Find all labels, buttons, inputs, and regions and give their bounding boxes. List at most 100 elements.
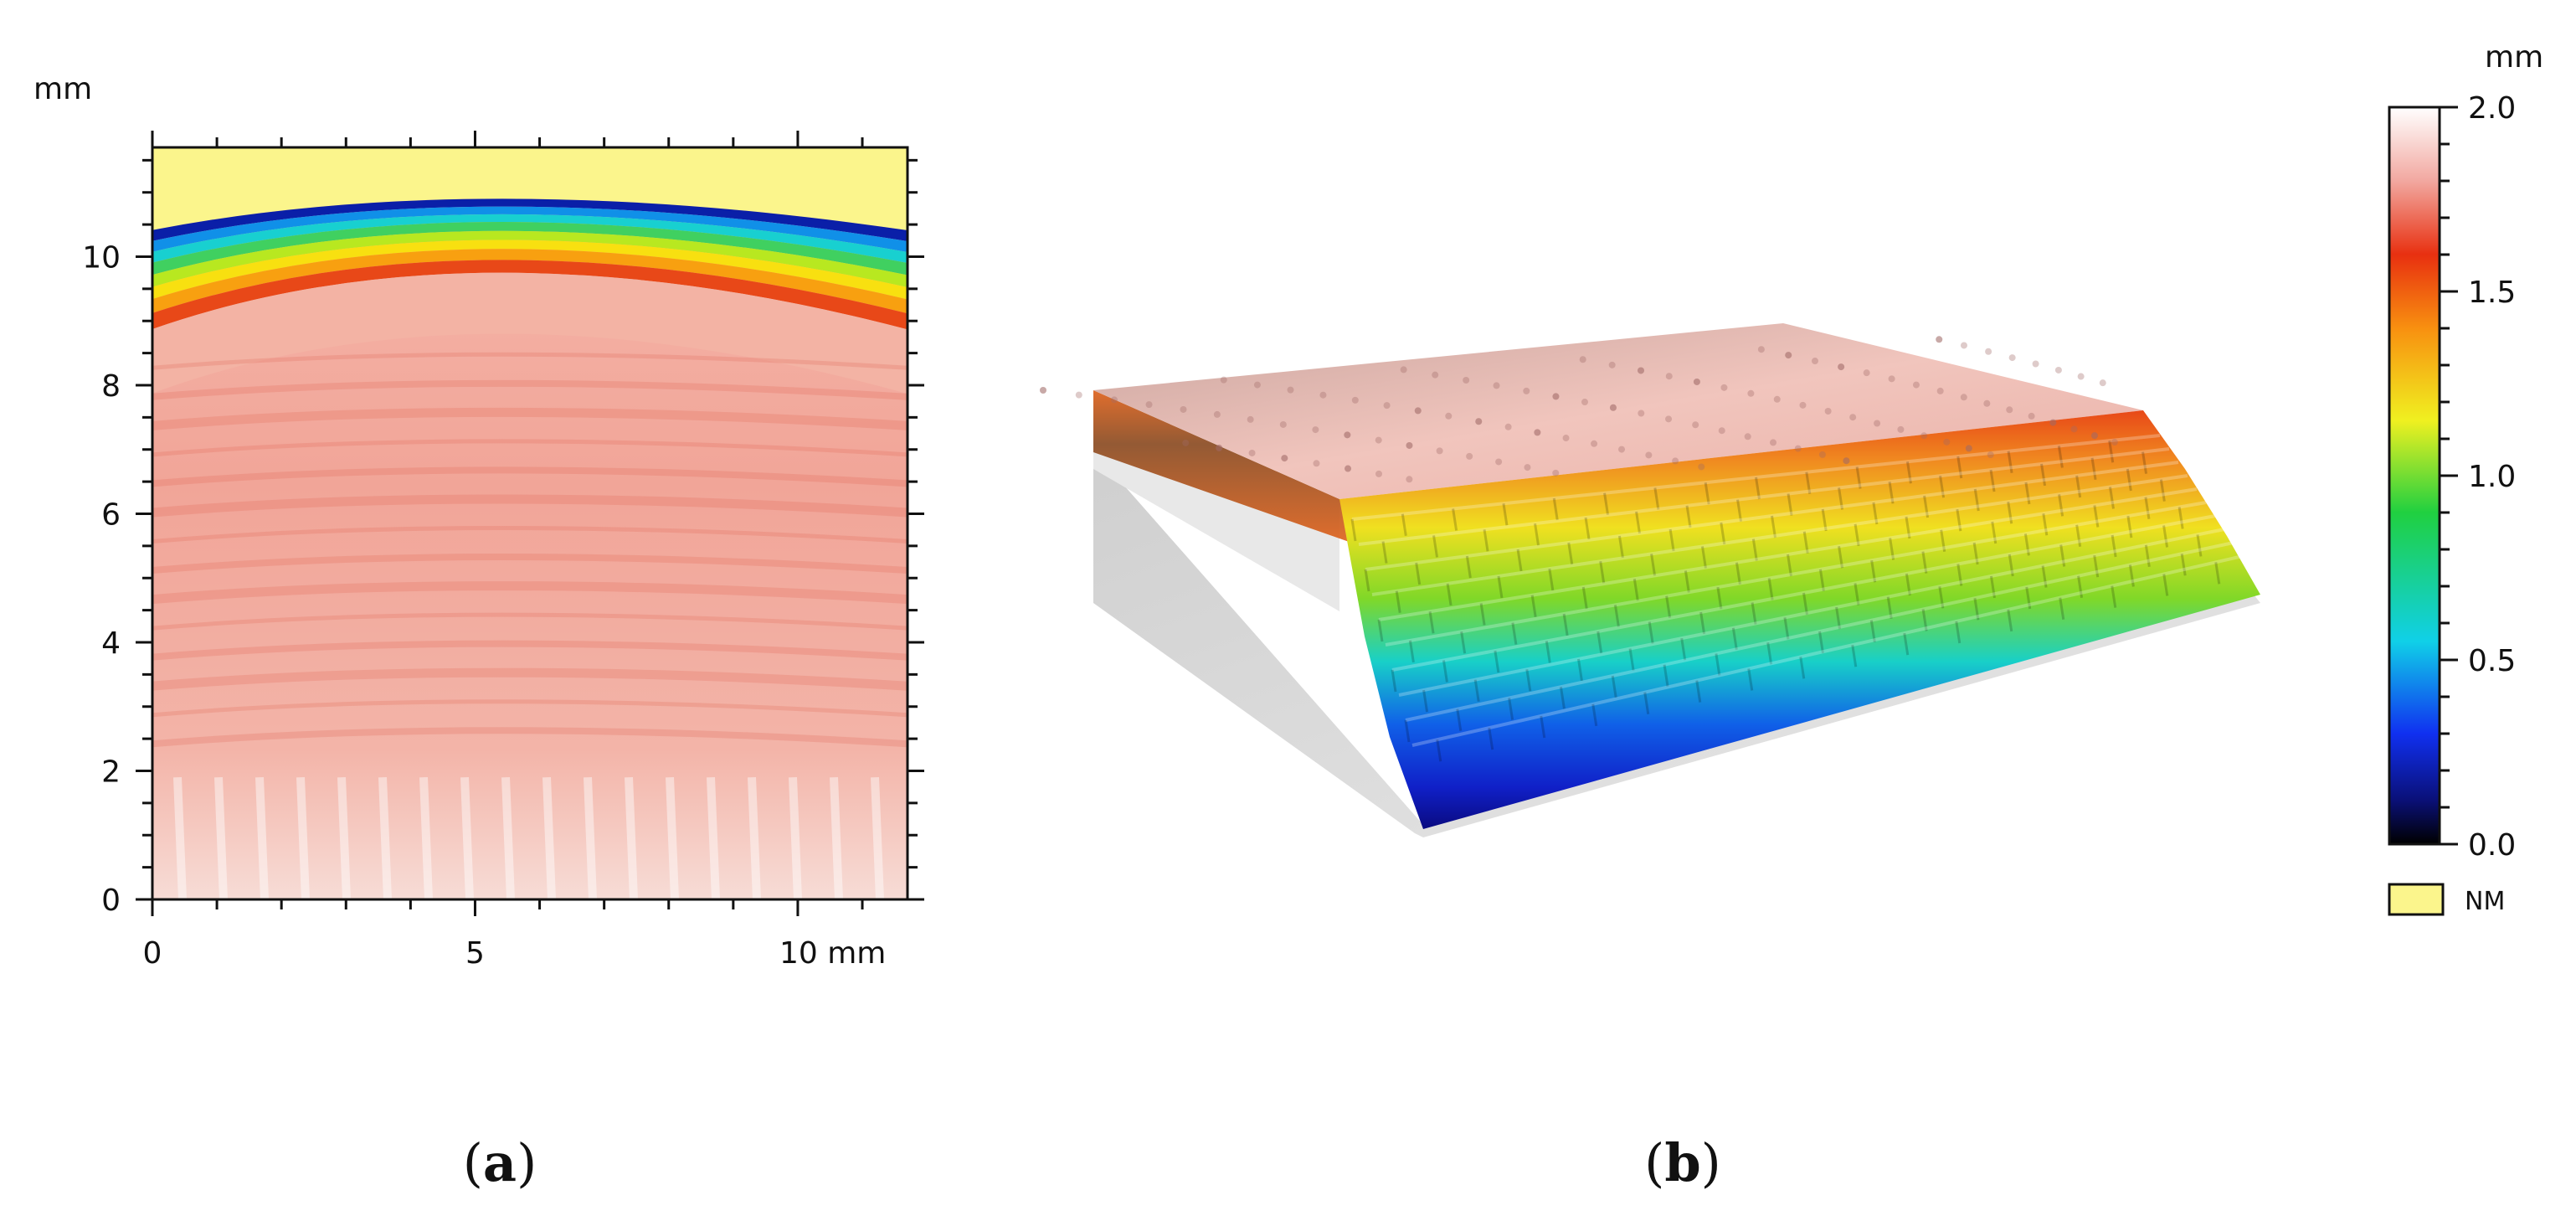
slope-crack [1838, 546, 1844, 569]
x-tick-label: 5 [465, 936, 485, 971]
top-speckle [1888, 375, 1895, 383]
slope-crack [2214, 562, 2221, 585]
slope-crack [2196, 534, 2203, 557]
heatmap-streak [173, 776, 187, 899]
heatmap-bands [152, 147, 908, 394]
slope-crack [1635, 511, 1642, 534]
slope-crack [1684, 570, 1690, 593]
slope-crack [1921, 609, 1928, 631]
slope-crack [2093, 554, 2100, 578]
top-speckle [1552, 393, 1560, 400]
slope-crack [1940, 529, 1946, 552]
slope-crack [1751, 538, 1758, 561]
heatmap-band [152, 206, 908, 253]
slope-crack [1391, 669, 1397, 693]
slope-ridge [1391, 514, 2216, 672]
top-speckle [1693, 378, 1700, 385]
heatmap-streak [378, 776, 392, 899]
slope-ridge [1365, 461, 2179, 571]
slope-crack [1436, 739, 1442, 762]
heatmap-striation [152, 727, 908, 748]
top-speckle [2006, 406, 2013, 414]
slope-crack [1599, 561, 1606, 584]
top-speckle [2008, 354, 2016, 362]
slope-crack [1663, 664, 1669, 687]
top-speckle [1375, 436, 1382, 444]
slope-crack [1381, 541, 1388, 564]
slope-ridge [1351, 434, 2161, 521]
top-speckle [1075, 391, 1082, 399]
slope-crack [1805, 471, 1812, 494]
top-speckle [1180, 405, 1187, 413]
heatmap-plot [152, 147, 908, 899]
slope-crack [1699, 611, 1706, 635]
slope-crack [2059, 544, 2066, 567]
slope-crack [1799, 657, 1806, 679]
top-speckle [1965, 445, 1972, 452]
slope-crack [1473, 679, 1480, 702]
surface-side-wall [1093, 451, 2260, 837]
top-speckle [1534, 429, 1541, 436]
slope-crack [1404, 719, 1411, 743]
top-speckle [1040, 387, 1046, 394]
slope-crack [1955, 621, 1962, 644]
slope-ridge [1398, 528, 2225, 697]
slope-crack [2057, 446, 2064, 468]
heatmap-band [152, 240, 908, 300]
heatmap-streak [871, 776, 884, 899]
top-speckle [2049, 419, 2057, 426]
slope-crack [1973, 488, 1980, 512]
y-tick-label: 4 [101, 626, 121, 661]
top-speckle [1645, 451, 1653, 459]
top-speckle [1936, 387, 1944, 394]
slope-crack [1562, 613, 1569, 636]
top-speckle [1936, 336, 1943, 343]
slope-crack [1483, 529, 1489, 552]
slope-crack [1802, 592, 1808, 616]
slope-crack [1395, 590, 1401, 613]
top-speckle [1406, 476, 1413, 483]
slope-crack [1685, 505, 1692, 528]
slope-crack [2041, 565, 2048, 588]
top-speckle [1495, 458, 1503, 466]
top-speckle [2054, 366, 2062, 374]
slope-crack [1680, 637, 1687, 661]
top-speckle [1838, 363, 1845, 371]
top-speckle [1463, 376, 1470, 384]
heatmap-streak [830, 776, 843, 899]
slope-crack [2007, 502, 2013, 524]
legend-label-nm: NM [2465, 887, 2505, 916]
top-speckle [1960, 394, 1967, 401]
heatmap-striation [152, 554, 908, 574]
top-speckle [1040, 387, 1046, 394]
top-speckle [1552, 393, 1560, 400]
top-speckle [1824, 407, 1832, 415]
top-speckle [2070, 425, 2078, 433]
slope-crack [1591, 703, 1598, 727]
top-speckle [2090, 432, 2098, 440]
slope-crack [2111, 585, 2117, 608]
slope-crack [1771, 515, 1776, 538]
colorbar-tick-label: 0.5 [2468, 644, 2516, 678]
top-speckle [1773, 395, 1781, 403]
slope-crack [1731, 627, 1738, 651]
x-axis-tick-labels: 0 5 10 mm [143, 936, 887, 971]
slope-crack [2040, 463, 2047, 487]
slope-crack [1695, 680, 1702, 703]
slope-crack [2024, 482, 2031, 505]
top-speckle [1383, 402, 1391, 410]
surface-slope [1339, 410, 2260, 829]
top-speckle [1849, 414, 1857, 421]
slope-crack [2108, 487, 2115, 509]
top-speckle [1720, 384, 1728, 391]
y-axis-unit-label: mm [33, 72, 92, 106]
top-speckle [1145, 401, 1153, 409]
slope-crack [1377, 619, 1384, 642]
heatmap-band [152, 214, 908, 263]
top-speckle [1843, 457, 1850, 465]
slope-crack [1802, 531, 1809, 554]
top-speckle [1943, 438, 1951, 446]
panel-b: (b) [1040, 323, 2260, 1193]
top-speckle [1618, 446, 1626, 453]
